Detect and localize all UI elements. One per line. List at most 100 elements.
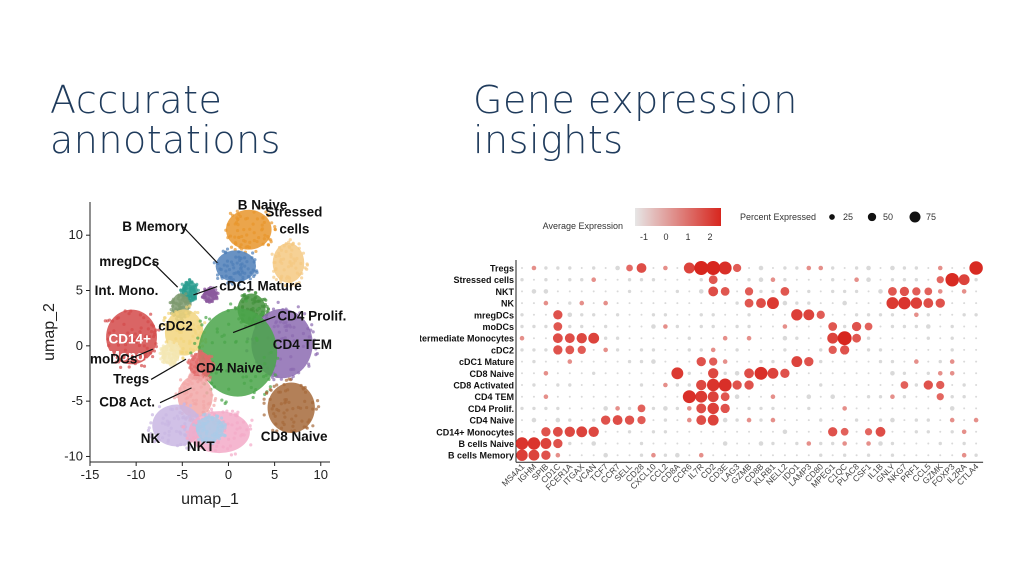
- dot: [890, 441, 895, 446]
- cluster-point: [189, 363, 193, 367]
- cluster-point: [184, 390, 189, 394]
- cluster-point: [270, 252, 274, 256]
- cluster-point: [292, 257, 296, 261]
- dot: [855, 442, 858, 445]
- dot: [553, 345, 563, 355]
- dot: [568, 278, 572, 282]
- cluster-point: [300, 419, 304, 423]
- dot: [556, 302, 559, 305]
- cluster-point: [178, 330, 182, 334]
- dot: [628, 348, 631, 351]
- cluster-point: [174, 429, 179, 433]
- cluster-point: [237, 283, 241, 287]
- dot: [724, 302, 727, 305]
- cluster-point: [208, 292, 213, 296]
- cluster-point: [235, 427, 239, 431]
- cluster-point: [165, 345, 170, 349]
- cluster-point: [257, 206, 261, 210]
- cluster-point: [154, 345, 158, 349]
- cluster-point: [305, 426, 309, 430]
- cluster-point: [201, 413, 206, 417]
- cluster-point: [167, 433, 171, 437]
- dot: [592, 302, 595, 305]
- cluster-point: [244, 375, 249, 379]
- dot: [744, 287, 754, 296]
- row-label: moDCs: [482, 322, 514, 332]
- dot: [637, 415, 646, 425]
- cluster-point: [191, 398, 195, 403]
- dot: [975, 430, 978, 433]
- dot: [795, 395, 798, 398]
- dot: [556, 406, 560, 411]
- label-cd4-prolif-: CD4 Prolif.: [277, 308, 346, 323]
- dot: [652, 337, 655, 340]
- dot: [867, 407, 870, 410]
- cluster-point: [234, 220, 239, 225]
- cluster-point: [201, 424, 205, 428]
- cluster-point: [214, 414, 218, 418]
- dot: [843, 384, 846, 386]
- cluster-point: [290, 243, 294, 247]
- cluster-point: [171, 304, 175, 308]
- x-tick-label: -15: [81, 467, 100, 482]
- dot: [962, 441, 966, 446]
- dot: [651, 359, 656, 364]
- cluster-point: [197, 345, 201, 349]
- cluster-point: [272, 269, 276, 273]
- dot: [624, 415, 635, 425]
- cluster-point: [196, 324, 200, 329]
- dot: [732, 380, 742, 390]
- cluster-point: [197, 354, 202, 359]
- cluster-point: [158, 351, 162, 355]
- dot: [962, 313, 966, 317]
- dot: [652, 302, 655, 305]
- dot: [556, 278, 559, 281]
- dot: [720, 403, 730, 414]
- dot: [771, 441, 775, 446]
- cluster-point: [197, 349, 202, 353]
- dot: [580, 290, 583, 293]
- dot: [782, 300, 788, 306]
- cluster-point: [275, 407, 279, 412]
- dot: [975, 325, 978, 328]
- dot: [616, 372, 619, 375]
- dot: [603, 300, 608, 306]
- legend-percent-label: 50: [883, 212, 893, 222]
- dot: [639, 453, 644, 457]
- cluster-point: [171, 300, 175, 304]
- dot: [640, 313, 643, 316]
- label-cd8-act--pointer: [159, 387, 192, 404]
- cluster-point: [220, 398, 224, 402]
- dot: [843, 395, 846, 398]
- dot: [616, 325, 619, 328]
- cluster-point: [129, 309, 133, 313]
- cluster-point: [134, 340, 139, 344]
- cluster-point: [203, 321, 207, 325]
- cluster-point: [284, 320, 288, 325]
- cluster-point: [299, 383, 303, 388]
- dot: [879, 384, 882, 386]
- dot: [760, 337, 762, 340]
- cluster-point: [167, 429, 171, 434]
- cluster-point: [224, 274, 228, 278]
- cluster-point: [213, 448, 218, 453]
- cluster-point: [277, 245, 282, 250]
- dot: [735, 301, 739, 305]
- cluster-point: [242, 228, 246, 232]
- cluster-point: [211, 289, 215, 293]
- cluster-point: [268, 385, 272, 389]
- dot: [828, 345, 837, 355]
- dot: [592, 360, 595, 363]
- dot: [963, 407, 966, 410]
- label-nk: NK: [141, 431, 161, 446]
- cluster-point: [208, 317, 212, 321]
- dot: [886, 297, 899, 310]
- dot: [592, 395, 595, 398]
- cluster-point: [264, 373, 268, 377]
- label-b-memory: B Memory: [122, 219, 188, 234]
- cluster-point: [189, 439, 193, 444]
- dot: [532, 337, 535, 340]
- dot: [640, 290, 643, 293]
- cluster-point: [179, 432, 183, 436]
- dot: [831, 441, 835, 446]
